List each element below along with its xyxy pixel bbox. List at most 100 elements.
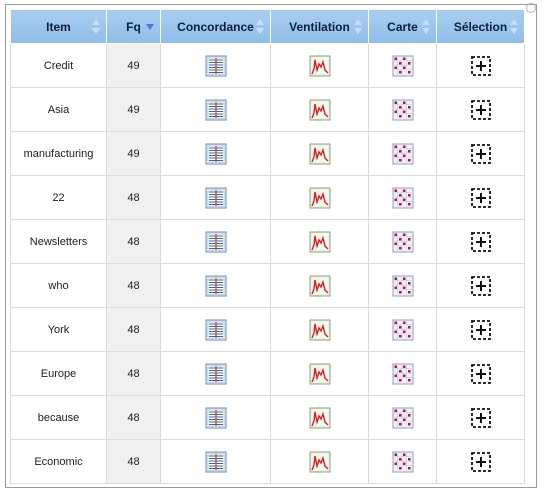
concordance-cell bbox=[160, 87, 271, 132]
selection-cell bbox=[436, 307, 525, 352]
item-cell[interactable]: Economic bbox=[10, 439, 107, 484]
fq-cell: 49 bbox=[106, 43, 161, 88]
add-selection-icon[interactable] bbox=[470, 231, 492, 253]
ventilation-cell bbox=[270, 395, 369, 440]
concordance-cell bbox=[160, 351, 271, 396]
concordance-list-icon[interactable] bbox=[205, 451, 227, 473]
sort-descending-icon[interactable] bbox=[146, 19, 154, 35]
item-cell[interactable]: Europe bbox=[10, 351, 107, 396]
add-selection-icon[interactable] bbox=[470, 55, 492, 77]
column-label: Carte bbox=[387, 19, 418, 34]
item-label[interactable]: Europe bbox=[40, 367, 77, 380]
map-grid-icon[interactable] bbox=[392, 143, 414, 165]
sort-arrows-icon[interactable] bbox=[92, 19, 100, 35]
map-grid-icon[interactable] bbox=[392, 187, 414, 209]
sort-arrows-icon[interactable] bbox=[510, 19, 518, 35]
concordance-list-icon[interactable] bbox=[205, 319, 227, 341]
concordance-list-icon[interactable] bbox=[205, 231, 227, 253]
sort-arrows-icon[interactable] bbox=[256, 19, 264, 35]
concordance-cell bbox=[160, 131, 271, 176]
distribution-graph-icon[interactable] bbox=[309, 187, 331, 209]
item-cell[interactable]: 22 bbox=[10, 175, 107, 220]
distribution-graph-icon[interactable] bbox=[309, 55, 331, 77]
table-row: Economic 48 bbox=[10, 439, 525, 484]
item-label[interactable]: York bbox=[47, 323, 70, 336]
map-grid-icon[interactable] bbox=[392, 99, 414, 121]
map-grid-icon[interactable] bbox=[392, 55, 414, 77]
item-label[interactable]: Economic bbox=[34, 455, 83, 468]
concordance-cell bbox=[160, 307, 271, 352]
item-cell[interactable]: York bbox=[10, 307, 107, 352]
map-grid-icon[interactable] bbox=[392, 407, 414, 429]
distribution-graph-icon[interactable] bbox=[309, 451, 331, 473]
add-selection-icon[interactable] bbox=[470, 143, 492, 165]
item-label[interactable]: Asia bbox=[47, 103, 70, 116]
item-cell[interactable]: Credit bbox=[10, 43, 107, 88]
map-grid-icon[interactable] bbox=[392, 275, 414, 297]
concordance-list-icon[interactable] bbox=[205, 363, 227, 385]
sort-arrows-icon[interactable] bbox=[422, 19, 430, 35]
item-label[interactable]: because bbox=[37, 411, 80, 424]
carte-cell bbox=[368, 307, 437, 352]
map-grid-icon[interactable] bbox=[392, 231, 414, 253]
column-header-fq[interactable]: Fq bbox=[106, 9, 161, 44]
sort-arrows-icon[interactable] bbox=[354, 19, 362, 35]
item-label[interactable]: Newsletters bbox=[29, 235, 88, 248]
distribution-graph-icon[interactable] bbox=[309, 275, 331, 297]
concordance-cell bbox=[160, 395, 271, 440]
concordance-list-icon[interactable] bbox=[205, 187, 227, 209]
column-header-carte[interactable]: Carte bbox=[368, 9, 437, 44]
column-label: Fq bbox=[126, 19, 141, 34]
add-selection-icon[interactable] bbox=[470, 363, 492, 385]
distribution-graph-icon[interactable] bbox=[309, 363, 331, 385]
item-cell[interactable]: who bbox=[10, 263, 107, 308]
concordance-cell bbox=[160, 219, 271, 264]
carte-cell bbox=[368, 395, 437, 440]
add-selection-icon[interactable] bbox=[470, 407, 492, 429]
carte-cell bbox=[368, 263, 437, 308]
item-cell[interactable]: Newsletters bbox=[10, 219, 107, 264]
column-header-ventilation[interactable]: Ventilation bbox=[270, 9, 369, 44]
concordance-list-icon[interactable] bbox=[205, 55, 227, 77]
results-table: Item Fq Concordance Ventilation Carte Sé… bbox=[10, 9, 525, 484]
concordance-list-icon[interactable] bbox=[205, 275, 227, 297]
column-header-selection[interactable]: Sélection bbox=[436, 9, 525, 44]
distribution-graph-icon[interactable] bbox=[309, 231, 331, 253]
map-grid-icon[interactable] bbox=[392, 451, 414, 473]
map-grid-icon[interactable] bbox=[392, 319, 414, 341]
selection-cell bbox=[436, 219, 525, 264]
column-header-item[interactable]: Item bbox=[10, 9, 107, 44]
fq-cell: 48 bbox=[106, 263, 161, 308]
item-cell[interactable]: Asia bbox=[10, 87, 107, 132]
distribution-graph-icon[interactable] bbox=[309, 319, 331, 341]
distribution-graph-icon[interactable] bbox=[309, 99, 331, 121]
map-grid-icon[interactable] bbox=[392, 363, 414, 385]
column-header-concordance[interactable]: Concordance bbox=[160, 9, 271, 44]
add-selection-icon[interactable] bbox=[470, 187, 492, 209]
fq-cell: 49 bbox=[106, 87, 161, 132]
concordance-cell bbox=[160, 43, 271, 88]
fq-cell: 49 bbox=[106, 131, 161, 176]
concordance-list-icon[interactable] bbox=[205, 99, 227, 121]
item-label[interactable]: manufacturing bbox=[23, 147, 94, 160]
concordance-cell bbox=[160, 175, 271, 220]
item-cell[interactable]: manufacturing bbox=[10, 131, 107, 176]
add-selection-icon[interactable] bbox=[470, 275, 492, 297]
selection-cell bbox=[436, 351, 525, 396]
table-row: York 48 bbox=[10, 307, 525, 352]
item-label[interactable]: 22 bbox=[52, 191, 65, 204]
add-selection-icon[interactable] bbox=[470, 451, 492, 473]
ventilation-cell bbox=[270, 87, 369, 132]
add-selection-icon[interactable] bbox=[470, 319, 492, 341]
fq-value: 49 bbox=[127, 103, 140, 116]
item-label[interactable]: Credit bbox=[43, 59, 74, 72]
distribution-graph-icon[interactable] bbox=[309, 143, 331, 165]
concordance-list-icon[interactable] bbox=[205, 407, 227, 429]
item-label[interactable]: who bbox=[48, 279, 69, 292]
concordance-list-icon[interactable] bbox=[205, 143, 227, 165]
table-row: manufacturing 49 bbox=[10, 131, 525, 176]
add-selection-icon[interactable] bbox=[470, 99, 492, 121]
ventilation-cell bbox=[270, 307, 369, 352]
distribution-graph-icon[interactable] bbox=[309, 407, 331, 429]
item-cell[interactable]: because bbox=[10, 395, 107, 440]
